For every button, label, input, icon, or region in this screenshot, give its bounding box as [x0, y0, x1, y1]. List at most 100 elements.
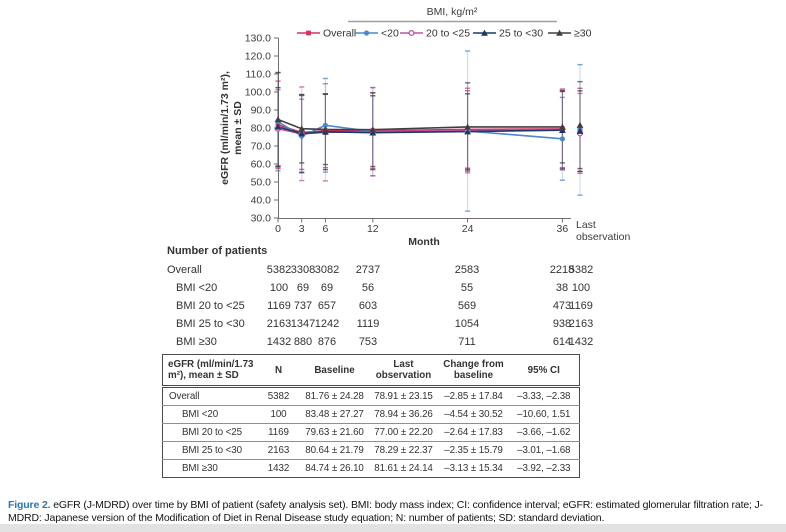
data-marker-triangle [481, 29, 488, 36]
data-marker-circle [559, 136, 566, 142]
patients-count: 2218 [549, 264, 575, 276]
summary-cell: –3.13 ± 15.34 [438, 459, 509, 478]
y-axis-title: eGFR (ml/min/1.73 m²),mean ± SD [219, 71, 244, 185]
patients-count: 69 [296, 282, 310, 294]
data-marker-triangle [464, 123, 471, 130]
y-tick-label: 80.0 [251, 123, 272, 135]
patients-count: 100 [571, 282, 591, 294]
x-axis-title: Month [408, 236, 440, 248]
summary-cell: –2.64 ± 17.83 [438, 423, 509, 442]
summary-cell: 100 [256, 405, 301, 424]
patients-row-label: BMI <20 [176, 282, 218, 294]
patients-count: 711 [458, 336, 476, 348]
patients-count: 2737 [355, 264, 381, 276]
last-observation-label: observation [576, 231, 630, 243]
summary-table: eGFR (ml/min/1.73 m²), mean ± SD N Baselin… [162, 354, 580, 478]
series-markers [274, 116, 584, 133]
series-line [277, 126, 563, 135]
patients-row-label: Overall [167, 264, 202, 276]
summary-cell: 77.00 ± 22.20 [368, 423, 439, 442]
summary-cell: 1169 [256, 423, 301, 442]
summary-cell: 78.29 ± 22.37 [368, 441, 439, 460]
y-tick-label: 120.0 [245, 51, 271, 63]
y-tick-label: 90.0 [251, 105, 272, 117]
patients-count: 603 [358, 300, 378, 312]
data-marker-triangle [556, 29, 563, 36]
x-tick-label: 36 [557, 223, 569, 235]
patients-count: 753 [358, 336, 378, 348]
caption-text: eGFR (J-MDRD) over time by BMI of patien… [8, 498, 764, 525]
data-marker-triangle [298, 130, 306, 137]
legend-item: 20 to <25 [400, 28, 470, 40]
patients-count: 2583 [454, 264, 480, 276]
data-marker-square [306, 30, 311, 36]
patients-count: 1119 [356, 318, 380, 330]
x-tick-label: 3 [299, 223, 305, 235]
patients-count: 657 [317, 300, 337, 312]
summary-cell: 79.63 ± 21.60 [300, 423, 369, 442]
data-marker-triangle [576, 127, 584, 134]
patients-count: 1169 [569, 300, 593, 312]
summary-cell: 81.61 ± 24.14 [368, 459, 439, 478]
legend-item: <20 [355, 28, 399, 40]
patients-count: 737 [293, 300, 313, 312]
summary-row-label: BMI <20 [162, 405, 257, 424]
summary-cell: –3.66, –1.62 [508, 423, 580, 442]
patients-count: 938 [552, 318, 572, 330]
patients-count: 38 [555, 282, 569, 294]
summary-cell: –10.60, 1.51 [508, 405, 580, 424]
summary-header-cell: 95% CI [508, 354, 580, 388]
patients-count: 1054 [454, 318, 480, 330]
egfr-summary-table: eGFR (ml/min/1.73 m²), mean ± SD N Baselin… [162, 354, 580, 478]
summary-cell: –4.54 ± 30.52 [438, 405, 509, 424]
patients-row-label: BMI 20 to <25 [176, 300, 245, 312]
patients-count: 569 [457, 300, 477, 312]
patients-count: 614 [552, 336, 572, 348]
summary-cell: 81.76 ± 24.28 [305, 391, 364, 402]
data-marker-triangle [464, 128, 471, 135]
summary-cell: 83.48 ± 27.27 [300, 405, 369, 424]
legend-label: Overall [323, 28, 356, 40]
summary-cell: 80.64 ± 21.79 [300, 441, 369, 460]
patients-count: 2163 [568, 318, 594, 330]
patients-table-title: Number of patients [167, 245, 268, 257]
data-marker-triangle [559, 126, 566, 133]
summary-row-label: BMI 25 to <30 [162, 441, 257, 460]
summary-cell: 5382 [267, 391, 290, 402]
patients-count: 1347 [290, 318, 316, 330]
egfr-chart: BMI, kg/m² Overall <20 20 to <25 25 to <30 ≥3… [219, 6, 630, 248]
patients-count: 5382 [568, 264, 594, 276]
figure-label: Figure 2. [8, 498, 51, 511]
y-tick-label: 110.0 [246, 69, 272, 81]
x-tick-label: 6 [322, 223, 328, 235]
summary-header-cell: N [256, 354, 301, 388]
page-bottom-strip [0, 524, 786, 532]
summary-header-cell: Change from baseline [438, 354, 509, 388]
summary-row-label: Overall [169, 391, 200, 402]
y-tick-label: 60.0 [251, 159, 272, 171]
legend-bmi-header: BMI, kg/m² [427, 6, 478, 18]
x-tick-label: 24 [462, 223, 474, 235]
patients-count: 69 [320, 282, 334, 294]
summary-cell: –3.33, –2.38 [517, 391, 571, 402]
last-observation-label: Last [576, 219, 596, 231]
patients-row-label: BMI 25 to <30 [176, 318, 245, 330]
summary-row-label: BMI ≥30 [162, 459, 257, 478]
y-tick-label: 30.0 [251, 213, 272, 225]
y-tick-label: 40.0 [251, 195, 272, 207]
y-tick-label: 130.0 [245, 33, 271, 45]
data-marker-triangle [576, 121, 584, 128]
legend-label: 25 to <30 [499, 28, 543, 40]
summary-cell: 78.94 ± 36.26 [368, 405, 439, 424]
summary-header-cell: Baseline [300, 354, 369, 388]
data-marker-triangle [274, 116, 282, 123]
legend-item: ≥30 [548, 28, 592, 40]
summary-cell: –2.35 ± 15.79 [438, 441, 509, 460]
data-marker-circle [363, 30, 370, 36]
x-tick-label: 0 [275, 223, 281, 235]
summary-cell: –2.85 ± 17.84 [444, 391, 503, 402]
legend-item: Overall [297, 28, 356, 40]
figure-caption: Figure 2. eGFR (J-MDRD) over time by BMI… [8, 499, 786, 526]
patients-count: 3082 [314, 264, 340, 276]
summary-cell: 78.91 ± 23.15 [374, 391, 433, 402]
